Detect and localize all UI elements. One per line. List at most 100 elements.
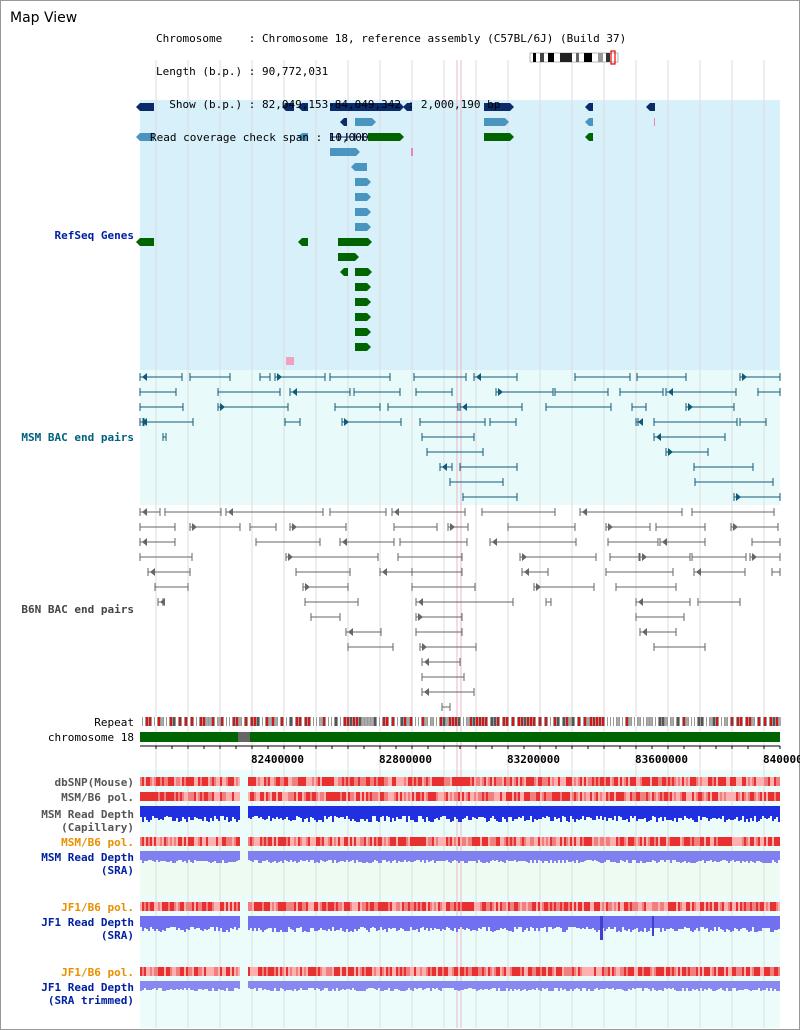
repeat-element bbox=[575, 717, 577, 726]
polymorphism-bin bbox=[148, 837, 150, 846]
read-depth-bin bbox=[524, 851, 526, 861]
read-depth-bin bbox=[504, 916, 506, 928]
repeat-element bbox=[650, 717, 652, 726]
polymorphism-bin bbox=[688, 777, 690, 786]
read-depth-bin bbox=[610, 806, 612, 818]
polymorphism-bin bbox=[460, 837, 462, 846]
polymorphism-bin bbox=[524, 792, 526, 801]
track-label-jf1-pol[interactable]: JF1/B6 pol. bbox=[61, 901, 134, 914]
read-depth-bin bbox=[728, 916, 730, 930]
read-depth-bin bbox=[346, 851, 348, 860]
read-depth-bin bbox=[356, 806, 358, 822]
track-label-msm-depth-sra[interactable]: MSM Read Depth (SRA) bbox=[41, 851, 134, 877]
repeat-element bbox=[668, 717, 670, 726]
track-label-msm-pol[interactable]: MSM/B6 pol. bbox=[61, 791, 134, 804]
read-depth-bin bbox=[346, 806, 348, 816]
read-depth-bin bbox=[516, 916, 518, 929]
polymorphism-bin bbox=[696, 967, 698, 976]
read-depth-bin bbox=[414, 981, 416, 988]
read-depth-bin bbox=[754, 851, 756, 863]
polymorphism-bin bbox=[430, 777, 432, 786]
track-label-msm-depth-capillary[interactable]: MSM Read Depth (Capillary) bbox=[41, 808, 134, 834]
read-depth-bin bbox=[408, 851, 410, 861]
read-depth-bin bbox=[708, 916, 710, 932]
polymorphism-bin bbox=[700, 837, 702, 846]
read-depth-bin bbox=[758, 806, 760, 821]
track-label-b6n-bac[interactable]: B6N BAC end pairs bbox=[21, 603, 134, 616]
repeat-element bbox=[155, 717, 157, 726]
gene-feature bbox=[411, 148, 413, 156]
read-depth-bin bbox=[564, 806, 566, 817]
polymorphism-bin bbox=[268, 792, 270, 801]
track-label-jf1-depth-sra[interactable]: JF1 Read Depth (SRA) bbox=[41, 916, 134, 942]
track-label-refseq[interactable]: RefSeq Genes bbox=[54, 229, 134, 242]
gene-feature bbox=[140, 103, 154, 111]
polymorphism-bin bbox=[630, 902, 632, 911]
read-depth-bin bbox=[226, 981, 228, 988]
track-label-dbsnp[interactable]: dbSNP(Mouse) bbox=[54, 776, 134, 789]
read-depth-bin bbox=[762, 916, 764, 928]
read-depth-bin bbox=[752, 981, 754, 990]
polymorphism-bin bbox=[276, 792, 278, 801]
track-label-jf1-pol-2[interactable]: JF1/B6 pol. bbox=[61, 966, 134, 979]
read-depth-bin bbox=[546, 916, 548, 932]
repeat-element bbox=[140, 717, 142, 726]
read-depth-bin bbox=[512, 981, 514, 991]
polymorphism-bin bbox=[248, 902, 250, 911]
polymorphism-bin bbox=[604, 792, 606, 801]
polymorphism-bin bbox=[282, 902, 284, 911]
repeat-element bbox=[161, 717, 163, 726]
read-depth-bin bbox=[320, 916, 322, 928]
gene-arrow bbox=[356, 148, 360, 156]
polymorphism-bin bbox=[418, 902, 420, 911]
polymorphism-bin bbox=[284, 792, 286, 801]
read-depth-bin bbox=[678, 981, 680, 991]
repeat-element bbox=[713, 717, 715, 726]
polymorphism-bin bbox=[476, 967, 478, 976]
repeat-element bbox=[242, 717, 244, 726]
track-label-msm-bac[interactable]: MSM BAC end pairs bbox=[21, 431, 134, 444]
read-depth-bin bbox=[732, 916, 734, 931]
polymorphism-bin bbox=[410, 777, 412, 786]
polymorphism-bin bbox=[412, 902, 414, 911]
read-depth-bin bbox=[378, 981, 380, 988]
repeat-element bbox=[704, 717, 706, 726]
polymorphism-bin bbox=[596, 902, 598, 911]
read-depth-bin bbox=[222, 851, 224, 860]
chromosome-ideogram bbox=[529, 52, 619, 63]
read-depth-bin bbox=[598, 981, 600, 990]
polymorphism-bin bbox=[674, 902, 676, 911]
read-depth-bin bbox=[398, 851, 400, 861]
polymorphism-bin bbox=[140, 967, 142, 976]
read-depth-bin bbox=[450, 916, 452, 930]
read-depth-bin bbox=[344, 916, 346, 932]
polymorphism-bin bbox=[326, 967, 328, 976]
polymorphism-bin bbox=[330, 837, 332, 846]
read-depth-bin bbox=[442, 981, 444, 988]
read-depth-bin bbox=[190, 916, 192, 927]
read-depth-bin bbox=[700, 981, 702, 988]
polymorphism-bin bbox=[260, 792, 262, 801]
polymorphism-bin bbox=[406, 837, 408, 846]
repeat-element bbox=[482, 717, 484, 726]
repeat-element bbox=[731, 717, 733, 726]
read-depth-bin bbox=[174, 851, 176, 863]
polymorphism-bin bbox=[460, 902, 462, 911]
polymorphism-bin bbox=[468, 777, 470, 786]
read-depth-bin bbox=[628, 916, 630, 929]
track-label-jf1-depth-trimmed[interactable]: JF1 Read Depth (SRA trimmed) bbox=[41, 981, 134, 1007]
polymorphism-bin bbox=[362, 902, 364, 911]
polymorphism-bin bbox=[382, 792, 384, 801]
track-label-msm-pol-2[interactable]: MSM/B6 pol. bbox=[61, 836, 134, 849]
polymorphism-bin bbox=[142, 777, 144, 786]
read-depth-bin bbox=[144, 851, 146, 861]
polymorphism-bin bbox=[264, 902, 266, 911]
read-depth-bin bbox=[154, 806, 156, 818]
polymorphism-bin bbox=[232, 902, 234, 911]
polymorphism-bin bbox=[696, 837, 698, 846]
read-depth-bin bbox=[708, 806, 710, 821]
read-depth-bin bbox=[710, 806, 712, 819]
read-depth-bin bbox=[624, 851, 626, 862]
read-depth-bin bbox=[144, 981, 146, 988]
